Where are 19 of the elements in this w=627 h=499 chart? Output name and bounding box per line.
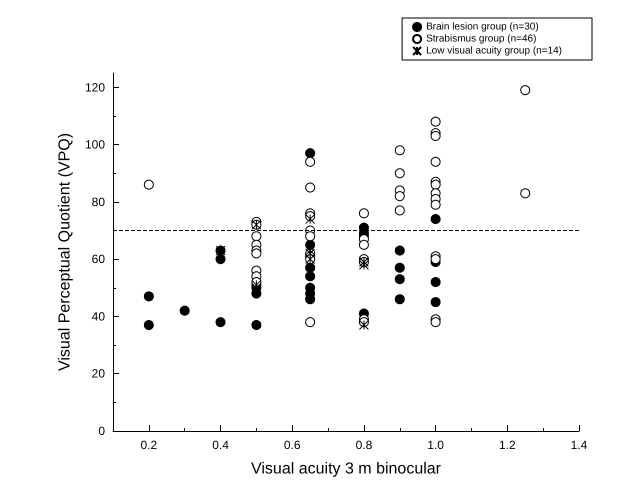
y-tick-label: 0	[98, 424, 106, 438]
y-tick-label: 20	[92, 366, 106, 381]
y-tick-label: 80	[92, 194, 106, 209]
legend-label: Strabismus group (n=46)	[426, 34, 536, 44]
x-tick-label: 0.4	[212, 438, 230, 452]
x-axis-title: Visual acuity 3 m binocular	[250, 460, 442, 478]
x-tick-label: 0.6	[284, 438, 301, 452]
legend-label: Brain lesion group (n=30)	[426, 22, 539, 32]
x-tick-label: 1.4	[570, 438, 588, 452]
x-tick-label: 0.2	[140, 438, 158, 452]
x-tick-label: 1.2	[498, 438, 516, 452]
y-tick-label: 60	[92, 252, 106, 266]
y-tick-label: 100	[84, 138, 106, 152]
y-axis-title: Visual Perceptual Quotient (VPQ)	[56, 132, 74, 372]
x-tick-label: 1.0	[427, 438, 444, 452]
legend-label: Low visual acuity group (n=14)	[426, 46, 562, 56]
x-tick-label: 0.8	[356, 438, 373, 452]
y-tick-label: 40	[92, 309, 106, 324]
y-tick-label: 120	[84, 80, 106, 94]
